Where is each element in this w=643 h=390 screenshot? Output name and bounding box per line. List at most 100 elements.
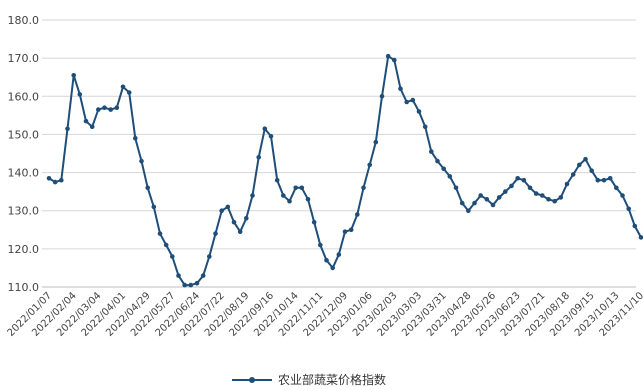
data-point bbox=[429, 149, 434, 154]
data-point bbox=[200, 273, 206, 278]
data-point bbox=[244, 216, 249, 221]
data-point bbox=[367, 162, 373, 168]
data-point bbox=[151, 204, 157, 210]
data-point bbox=[46, 176, 52, 181]
y-tick-label: 150.0 bbox=[8, 128, 40, 141]
legend-marker bbox=[249, 377, 255, 383]
y-tick-label: 170.0 bbox=[8, 52, 40, 65]
legend: 农业部蔬菜价格指数 bbox=[232, 372, 386, 387]
data-point bbox=[583, 156, 588, 162]
data-point bbox=[496, 195, 502, 200]
data-point bbox=[268, 134, 274, 139]
data-point bbox=[336, 252, 342, 257]
y-tick-label: 110.0 bbox=[8, 281, 40, 294]
data-point bbox=[274, 177, 280, 183]
data-point bbox=[638, 235, 643, 240]
data-point bbox=[194, 280, 200, 286]
data-point bbox=[392, 57, 397, 63]
data-point bbox=[170, 254, 175, 259]
data-point bbox=[626, 206, 631, 212]
data-point bbox=[65, 126, 70, 131]
data-point bbox=[219, 208, 224, 213]
data-point bbox=[145, 185, 150, 191]
data-point bbox=[509, 183, 514, 189]
data-point bbox=[213, 231, 218, 236]
data-point bbox=[318, 242, 323, 248]
data-point bbox=[527, 185, 533, 191]
data-point bbox=[398, 86, 403, 91]
data-point bbox=[558, 195, 564, 200]
data-point bbox=[435, 158, 440, 164]
data-point bbox=[552, 198, 557, 204]
y-tick-label: 140.0 bbox=[8, 167, 40, 180]
data-point bbox=[478, 193, 484, 198]
data-point bbox=[385, 53, 391, 59]
data-point bbox=[120, 84, 126, 90]
data-point bbox=[577, 162, 582, 168]
data-point bbox=[533, 191, 539, 196]
data-point bbox=[324, 258, 329, 263]
series-line bbox=[48, 55, 642, 287]
data-point bbox=[207, 254, 212, 259]
data-point bbox=[231, 219, 237, 225]
data-point bbox=[188, 282, 194, 288]
legend-label: 农业部蔬菜价格指数 bbox=[278, 372, 386, 387]
data-point bbox=[466, 208, 471, 213]
data-point bbox=[287, 198, 292, 204]
data-point bbox=[422, 124, 428, 130]
data-point bbox=[59, 177, 64, 183]
data-point bbox=[237, 229, 243, 234]
data-point bbox=[515, 176, 520, 181]
data-point bbox=[182, 282, 187, 288]
data-point bbox=[595, 177, 601, 183]
data-point bbox=[447, 174, 453, 179]
data-point bbox=[256, 155, 262, 160]
data-point bbox=[570, 172, 576, 177]
data-point bbox=[614, 185, 619, 191]
data-point bbox=[348, 227, 354, 233]
y-tick-label: 120.0 bbox=[8, 243, 40, 256]
data-point bbox=[293, 185, 299, 191]
data-point bbox=[96, 107, 101, 112]
data-point bbox=[564, 181, 570, 187]
x-axis-ticks: 2022/01/072022/02/042022/03/042022/04/01… bbox=[6, 290, 643, 339]
data-point bbox=[139, 158, 144, 164]
data-point bbox=[71, 73, 76, 78]
grid-lines bbox=[42, 19, 636, 288]
data-point bbox=[620, 193, 625, 198]
data-point bbox=[546, 197, 551, 202]
y-tick-label: 160.0 bbox=[8, 90, 40, 103]
data-point bbox=[133, 135, 138, 141]
data-point bbox=[484, 197, 490, 202]
data-point bbox=[416, 109, 422, 114]
data-point bbox=[52, 179, 58, 185]
data-point bbox=[459, 200, 465, 206]
data-point bbox=[157, 231, 163, 236]
data-point bbox=[521, 177, 527, 183]
data-point bbox=[404, 99, 410, 105]
data-point bbox=[540, 193, 545, 198]
data-point bbox=[225, 204, 231, 210]
data-point bbox=[361, 185, 366, 191]
y-tick-label: 130.0 bbox=[8, 205, 40, 218]
data-point bbox=[453, 185, 459, 191]
data-point bbox=[373, 139, 379, 145]
data-point bbox=[607, 176, 613, 181]
y-axis-ticks: 110.0 120.0 130.0 140.0 150.0 160.0 170.0 180.0 bbox=[8, 14, 40, 294]
data-point bbox=[77, 92, 83, 97]
data-point bbox=[342, 229, 348, 234]
data-point bbox=[114, 105, 120, 110]
data-point bbox=[108, 107, 113, 112]
data-point bbox=[632, 223, 638, 229]
y-tick-label: 180.0 bbox=[8, 14, 40, 27]
data-point bbox=[330, 265, 336, 271]
data-point bbox=[299, 185, 305, 191]
data-point bbox=[311, 219, 317, 225]
data-point bbox=[83, 118, 89, 124]
data-point bbox=[601, 177, 607, 183]
data-point bbox=[250, 193, 255, 198]
data-point bbox=[102, 105, 107, 110]
data-point bbox=[441, 166, 447, 172]
data-point bbox=[262, 126, 268, 131]
data-point bbox=[355, 212, 360, 217]
